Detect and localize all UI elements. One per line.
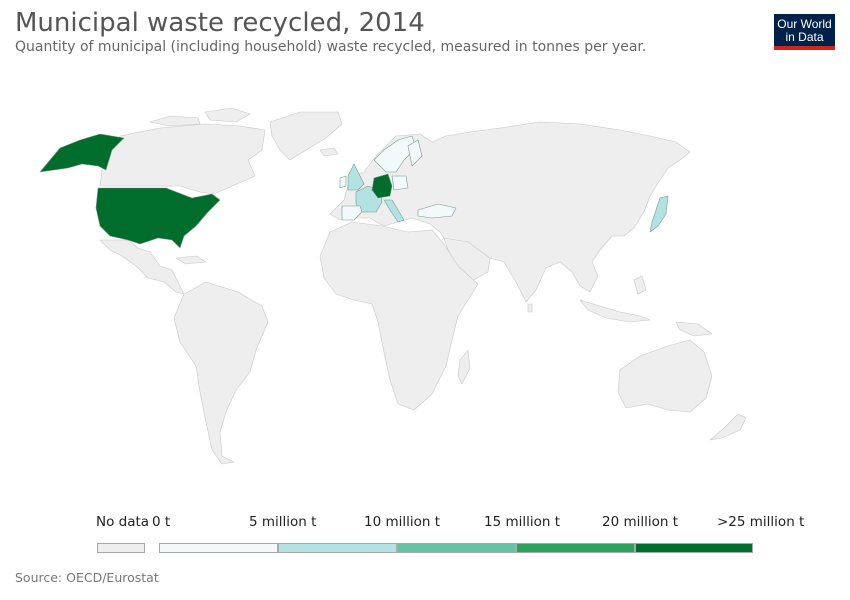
south-america[interactable]	[173, 281, 269, 465]
arctic-islands-2	[204, 107, 251, 123]
country-ireland[interactable]	[339, 175, 347, 189]
indonesia[interactable]	[579, 299, 651, 323]
legend-tick-1: 5 million t	[249, 514, 317, 530]
africa[interactable]	[319, 221, 479, 411]
country-alaska[interactable]	[39, 133, 125, 173]
caribbean	[175, 255, 207, 265]
legend-bin-0[interactable]	[159, 543, 278, 553]
country-poland[interactable]	[391, 175, 409, 191]
legend-no-data-swatch	[97, 543, 145, 553]
country-new-zealand[interactable]	[709, 413, 747, 441]
country-united-states[interactable]	[95, 187, 221, 249]
legend-tick-5: >25 million t	[717, 514, 805, 530]
legend-no-data-label: No data	[96, 514, 150, 530]
eurasia[interactable]	[329, 121, 691, 303]
arctic-islands	[149, 115, 201, 127]
philippines[interactable]	[633, 275, 647, 295]
logo-line-1: Our World	[777, 17, 832, 31]
chart-title: Municipal waste recycled, 2014	[15, 8, 425, 38]
owid-logo[interactable]: Our World in Data	[774, 14, 835, 50]
country-italy[interactable]	[383, 199, 405, 223]
legend-bin-3[interactable]	[516, 543, 635, 553]
country-sri-lanka[interactable]	[527, 303, 533, 313]
legend-tick-0: 0 t	[152, 514, 171, 530]
logo-line-2: in Data	[785, 30, 824, 44]
world-map	[39, 107, 747, 465]
chart-subtitle: Quantity of municipal (including househo…	[15, 39, 647, 55]
country-spain[interactable]	[341, 205, 363, 221]
legend-bin-4[interactable]	[635, 543, 753, 553]
country-png[interactable]	[675, 321, 713, 337]
legend-tick-2: 10 million t	[364, 514, 441, 530]
country-greenland[interactable]	[269, 111, 343, 161]
legend-tick-3: 15 million t	[484, 514, 561, 530]
country-iceland[interactable]	[319, 147, 339, 157]
country-australia[interactable]	[617, 339, 713, 413]
country-japan[interactable]	[649, 195, 669, 233]
country-united-kingdom[interactable]	[347, 163, 365, 191]
legend-bin-2[interactable]	[397, 543, 516, 553]
country-madagascar[interactable]	[457, 349, 471, 385]
country-germany[interactable]	[371, 173, 393, 199]
country-finland[interactable]	[407, 139, 423, 167]
country-turkey[interactable]	[417, 203, 457, 219]
legend-tick-4: 20 million t	[602, 514, 679, 530]
source-note[interactable]: Source: OECD/Eurostat	[15, 570, 159, 585]
country-canada[interactable]	[99, 123, 266, 195]
legend-bin-1[interactable]	[278, 543, 397, 553]
country-mexico[interactable]	[99, 239, 185, 295]
